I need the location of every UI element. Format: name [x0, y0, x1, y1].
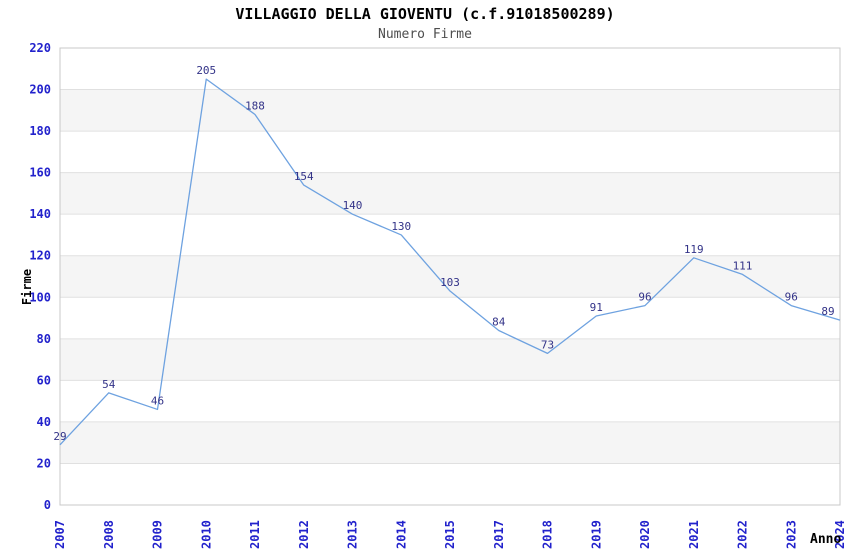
y-tick-label: 80	[37, 332, 51, 346]
band	[60, 172, 840, 215]
x-tick-label: 2024	[833, 520, 847, 549]
y-tick-label: 40	[37, 415, 51, 429]
x-tick-label: 2010	[199, 520, 213, 549]
value-label: 91	[590, 301, 603, 314]
y-tick-label: 60	[37, 373, 51, 387]
y-tick-label: 120	[29, 249, 51, 263]
y-tick-label: 100	[29, 290, 51, 304]
value-label: 54	[102, 378, 116, 391]
gridlines	[60, 89, 840, 464]
value-label: 29	[53, 430, 66, 443]
x-tick-label: 2013	[346, 520, 360, 549]
x-axis-tick-labels: 2007 2008 2009 2010 2011 2012 2013 2014 2015 2017…	[53, 520, 847, 549]
band	[60, 89, 840, 132]
x-tick-label: 2014	[394, 520, 408, 549]
x-tick-label: 2011	[248, 520, 262, 549]
y-tick-label: 180	[29, 124, 51, 138]
value-label: 140	[343, 199, 363, 212]
x-tick-label: 2022	[736, 520, 750, 549]
x-tick-label: 2012	[297, 520, 311, 549]
value-label: 46	[151, 394, 164, 407]
y-tick-label: 0	[44, 498, 51, 512]
plot-frame	[59, 47, 841, 506]
value-label: 154	[294, 170, 314, 183]
x-tick-label: 2018	[541, 520, 555, 549]
x-tick-label: 2007	[53, 520, 67, 549]
value-label: 130	[391, 220, 411, 233]
y-axis-title: Firme	[20, 268, 34, 306]
x-tick-label: 2009	[151, 520, 165, 549]
x-tick-label: 2019	[589, 520, 603, 549]
x-tick-label: 2015	[443, 520, 457, 549]
value-label: 96	[638, 291, 651, 304]
chart-subtitle: Numero Firme	[378, 27, 472, 42]
chart-title: VILLAGGIO DELLA GIOVENTU (c.f.9101850028…	[235, 5, 615, 23]
value-label: 188	[245, 99, 265, 112]
value-label: 96	[785, 291, 798, 304]
value-labels: 29 54 46 205 188 154 140 130 103 84 73 91 96 119 111 96…	[53, 64, 834, 443]
x-axis-title: Anno	[810, 532, 842, 547]
x-tick-label: 2023	[784, 520, 798, 549]
band	[60, 421, 840, 464]
y-tick-label: 140	[29, 207, 51, 221]
value-label: 119	[684, 243, 704, 256]
x-tick-label: 2020	[638, 520, 652, 549]
value-label: 89	[821, 305, 834, 318]
y-tick-label: 160	[29, 166, 51, 180]
value-label: 103	[440, 276, 460, 289]
value-label: 84	[492, 316, 506, 329]
y-tick-label: 20	[37, 456, 51, 470]
y-axis-tick-labels: 0 20 40 60 80 100 120 140 160 180 200 220	[29, 41, 51, 512]
x-tick-label: 2017	[492, 520, 506, 549]
series-line	[59, 78, 841, 446]
band	[60, 338, 840, 381]
value-label: 205	[196, 64, 216, 77]
y-tick-label: 220	[29, 41, 51, 55]
y-tick-label: 200	[29, 83, 51, 97]
x-tick-label: 2008	[102, 520, 116, 549]
value-label: 73	[541, 338, 554, 351]
x-tick-label: 2021	[687, 520, 701, 549]
value-label: 111	[733, 259, 753, 272]
